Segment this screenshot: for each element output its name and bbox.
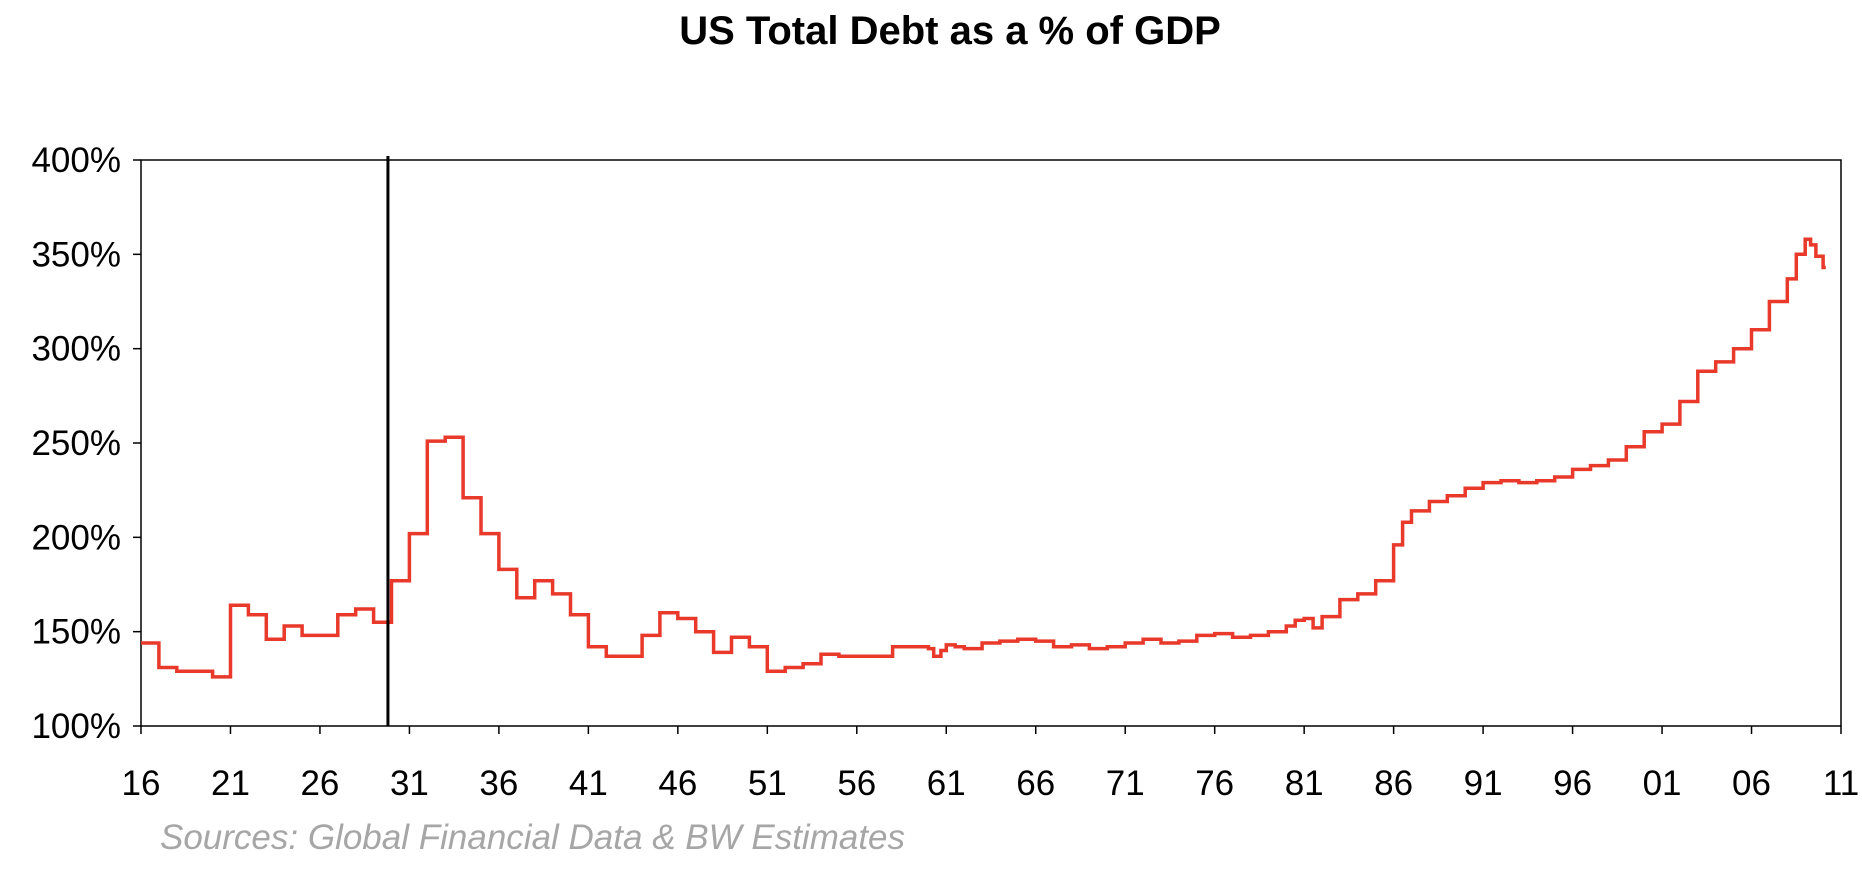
x-tick-label: 61	[927, 764, 966, 803]
x-tick-label: 66	[1016, 764, 1055, 803]
x-axis-ticks	[140, 726, 1842, 734]
x-tick-label: 76	[1195, 764, 1234, 803]
x-tick-label: 11	[1823, 764, 1859, 803]
series-line-us-debt	[141, 237, 1826, 679]
y-tick-label: 150%	[31, 613, 121, 652]
y-tick-label: 250%	[31, 424, 121, 463]
x-tick-label: 31	[390, 764, 429, 803]
x-tick-label: 71	[1106, 764, 1145, 803]
x-tick-label: 21	[211, 764, 250, 803]
x-tick-label: 96	[1553, 764, 1592, 803]
y-axis-tick-labels: 100% 150% 200% 250% 300% 350% 400%	[31, 141, 121, 746]
y-tick-label: 350%	[31, 235, 121, 274]
x-tick-label: 56	[837, 764, 876, 803]
x-tick-label: 51	[748, 764, 787, 803]
x-tick-label: 41	[569, 764, 608, 803]
x-tick-label: 06	[1732, 764, 1771, 803]
y-tick-label: 400%	[31, 141, 121, 180]
y-tick-label: 300%	[31, 330, 121, 369]
x-tick-label: 26	[300, 764, 339, 803]
x-tick-label: 86	[1374, 764, 1413, 803]
chart-title: US Total Debt as a % of GDP	[679, 9, 1221, 53]
x-tick-label: 16	[122, 764, 161, 803]
source-note: Sources: Global Financial Data & BW Esti…	[160, 818, 905, 857]
x-tick-label: 91	[1464, 764, 1503, 803]
y-tick-label: 200%	[31, 518, 121, 557]
plot-area-frame	[140, 159, 1842, 727]
x-tick-label: 01	[1643, 764, 1682, 803]
x-tick-label: 81	[1285, 764, 1324, 803]
y-tick-label: 100%	[31, 707, 121, 746]
x-tick-label: 36	[479, 764, 518, 803]
x-axis-tick-labels: 16 21 26 31 36 41 46 51 56 61 66 71 76 81 86 91 96 01 06 11	[122, 764, 1860, 803]
x-tick-label: 46	[658, 764, 697, 803]
y-axis-ticks	[133, 159, 141, 727]
